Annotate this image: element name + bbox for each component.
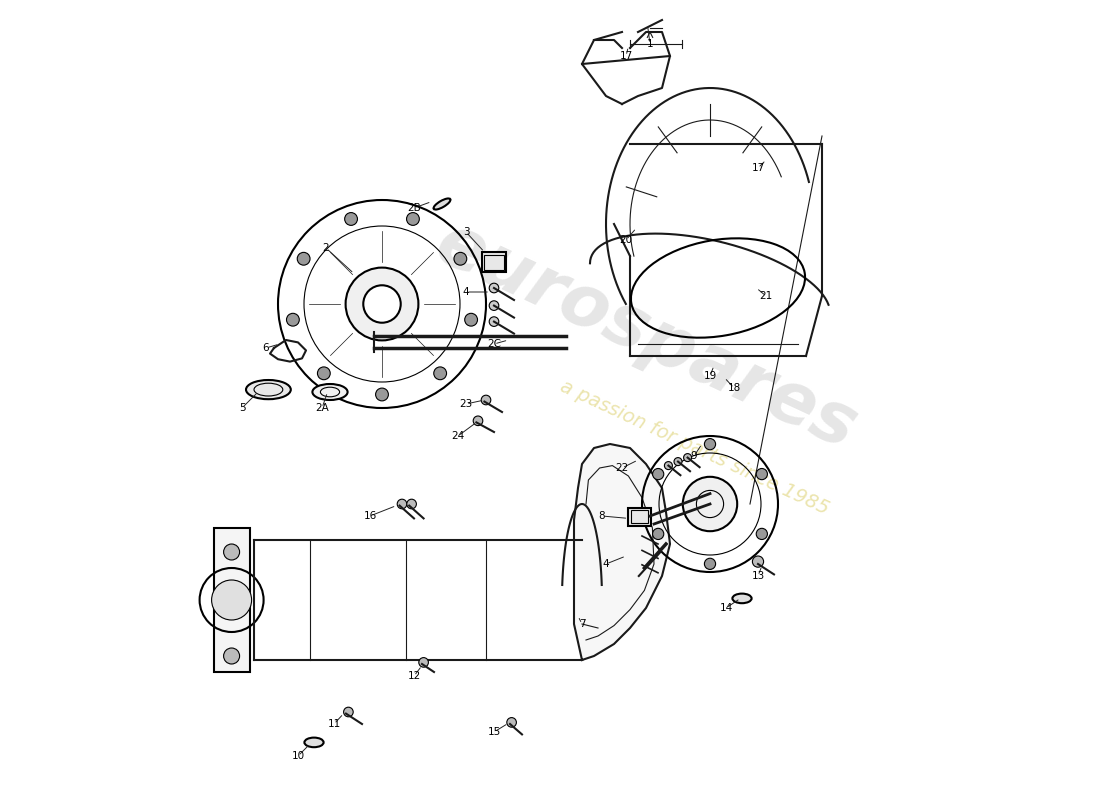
Circle shape: [704, 558, 716, 570]
Circle shape: [473, 416, 483, 426]
Text: 24: 24: [451, 431, 464, 441]
Text: 23: 23: [460, 399, 473, 409]
Text: 6: 6: [263, 343, 270, 353]
Text: 14: 14: [719, 603, 733, 613]
Circle shape: [344, 213, 358, 226]
Text: 2B: 2B: [407, 203, 421, 213]
Text: 16: 16: [363, 511, 376, 521]
Text: 4: 4: [603, 559, 609, 569]
Text: 18: 18: [727, 383, 740, 393]
Text: 7: 7: [579, 619, 585, 629]
Ellipse shape: [733, 594, 751, 603]
Circle shape: [375, 388, 388, 401]
Circle shape: [407, 213, 419, 226]
Text: 11: 11: [328, 719, 341, 729]
Text: 9: 9: [691, 451, 697, 461]
Bar: [482, 252, 506, 272]
Circle shape: [652, 469, 663, 480]
Bar: [628, 508, 651, 526]
Circle shape: [683, 477, 737, 531]
Text: 17: 17: [619, 51, 632, 61]
Circle shape: [756, 528, 768, 539]
Circle shape: [286, 314, 299, 326]
Circle shape: [481, 395, 491, 405]
Circle shape: [343, 707, 353, 717]
Text: 3: 3: [463, 227, 470, 237]
Circle shape: [490, 301, 498, 310]
Bar: [484, 255, 504, 270]
Circle shape: [674, 458, 682, 466]
Circle shape: [345, 267, 418, 341]
Bar: [630, 510, 648, 523]
Ellipse shape: [305, 738, 323, 747]
Ellipse shape: [312, 384, 348, 400]
Circle shape: [652, 528, 663, 539]
Circle shape: [433, 367, 447, 380]
Circle shape: [664, 462, 672, 470]
Text: 8: 8: [598, 511, 605, 521]
Circle shape: [704, 438, 716, 450]
Text: 5: 5: [239, 403, 245, 413]
Text: a passion for parts since 1985: a passion for parts since 1985: [557, 377, 832, 519]
Circle shape: [297, 252, 310, 265]
Circle shape: [363, 286, 400, 322]
Circle shape: [223, 648, 240, 664]
Text: 10: 10: [292, 751, 305, 761]
Ellipse shape: [433, 198, 451, 210]
Circle shape: [211, 580, 252, 620]
Circle shape: [752, 556, 763, 567]
Circle shape: [419, 658, 428, 667]
Text: 19: 19: [703, 371, 716, 381]
Text: 4: 4: [463, 287, 470, 297]
Text: 20: 20: [619, 235, 632, 245]
Text: 2A: 2A: [315, 403, 329, 413]
Text: 1: 1: [647, 39, 653, 49]
Text: 2: 2: [322, 243, 329, 253]
Text: 17: 17: [751, 163, 764, 173]
Circle shape: [407, 499, 417, 509]
Circle shape: [397, 499, 407, 509]
Polygon shape: [574, 444, 670, 660]
Circle shape: [464, 314, 477, 326]
Text: 12: 12: [407, 671, 420, 681]
Circle shape: [318, 367, 330, 380]
Circle shape: [683, 454, 692, 462]
Ellipse shape: [246, 380, 290, 399]
Text: 13: 13: [751, 571, 764, 581]
Text: 21: 21: [759, 291, 772, 301]
Text: eurospares: eurospares: [425, 208, 868, 464]
Text: 15: 15: [487, 727, 500, 737]
Circle shape: [223, 544, 240, 560]
Circle shape: [490, 283, 498, 293]
Circle shape: [454, 252, 466, 265]
Circle shape: [507, 718, 516, 727]
Circle shape: [490, 317, 498, 326]
Text: 2C: 2C: [487, 339, 500, 349]
Text: 22: 22: [615, 463, 628, 473]
Circle shape: [756, 469, 768, 480]
Bar: [214, 528, 250, 672]
